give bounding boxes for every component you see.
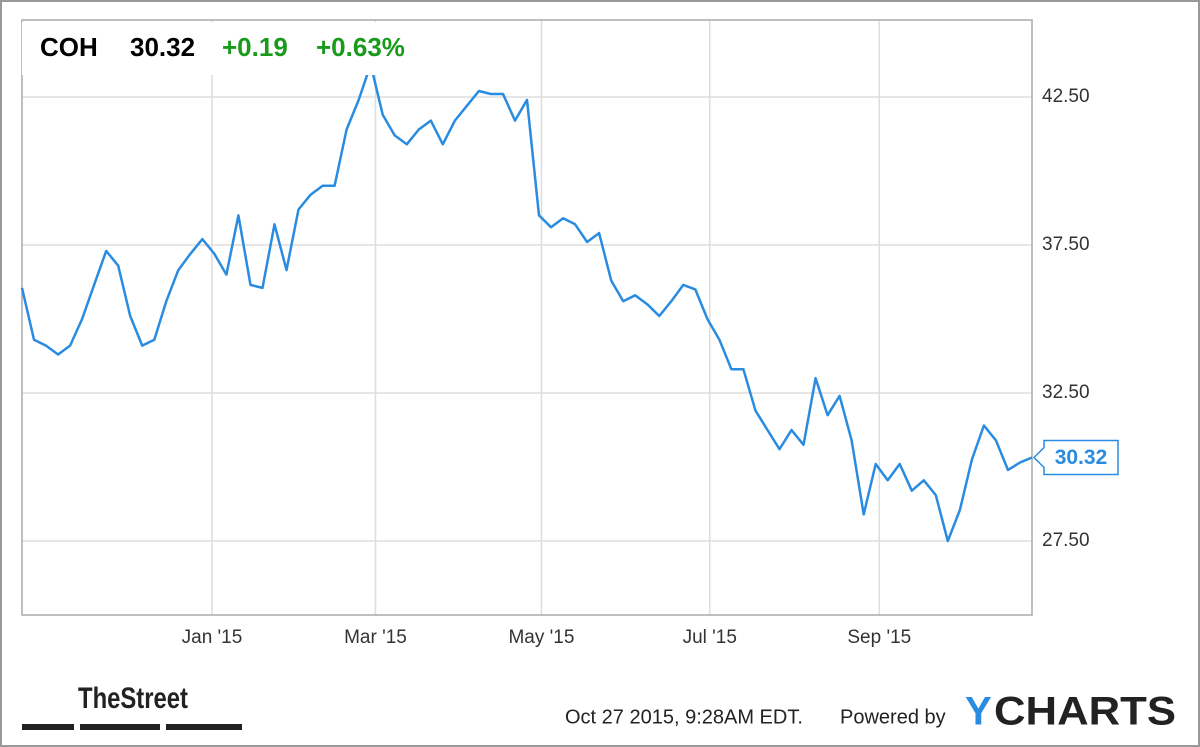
header-box [22,22,440,75]
logo-bar [166,724,242,730]
plot-border [21,19,1033,616]
ticker: COH [40,32,98,62]
y-tick-label: 32.50 [1042,382,1090,403]
y-tick-label: 37.50 [1042,234,1090,255]
logo-rest: CHARTS [994,690,1176,734]
plot [20,63,1033,543]
source-logo: TheStreet [78,682,188,715]
change: +0.19 [222,32,288,62]
price-line [20,63,1033,543]
logo-bar [80,724,160,730]
change-pct: +0.63% [316,32,405,62]
x-tick-label: Sep '15 [847,627,911,648]
logo-y: Y [965,690,992,734]
y-tick-label: 27.50 [1042,530,1090,551]
y-tick-label: 42.50 [1042,86,1090,107]
price-tag [1032,439,1119,476]
x-tick-label: May '15 [508,627,574,648]
timestamp: Oct 27 2015, 9:28AM EDT. [565,706,803,728]
x-tick-label: Jan '15 [182,627,243,648]
grid [22,20,1032,615]
logo-bar [22,724,74,730]
x-tick-label: Mar '15 [344,627,407,648]
x-tick-label: Jul '15 [683,627,737,648]
last-price-label: 30.32 [1055,446,1108,469]
price: 30.32 [130,32,195,62]
powered-by: Powered by [840,706,946,728]
